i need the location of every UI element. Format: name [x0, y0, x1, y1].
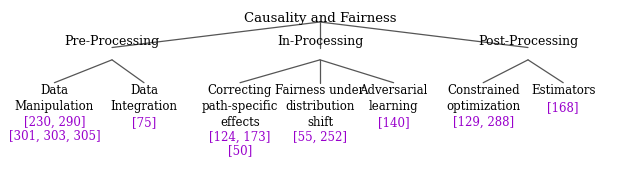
Text: [55, 252]: [55, 252]	[293, 131, 347, 144]
Text: Data
Manipulation: Data Manipulation	[15, 84, 94, 114]
Text: In-Processing: In-Processing	[277, 34, 363, 48]
Text: [129, 288]: [129, 288]	[452, 116, 514, 129]
Text: Constrained
optimization: Constrained optimization	[446, 84, 520, 114]
Text: [50]: [50]	[228, 144, 252, 157]
Text: [301, 303, 305]: [301, 303, 305]	[8, 129, 100, 142]
Text: [168]: [168]	[547, 101, 579, 114]
Text: Adversarial
learning: Adversarial learning	[360, 84, 428, 114]
Text: [124, 173]: [124, 173]	[209, 131, 271, 144]
Text: [75]: [75]	[132, 116, 156, 129]
Text: Estimators: Estimators	[531, 84, 595, 98]
Text: Pre-Processing: Pre-Processing	[65, 34, 159, 48]
Text: [230, 290]: [230, 290]	[24, 116, 85, 129]
Text: Data
Integration: Data Integration	[111, 84, 177, 114]
Text: Post-Processing: Post-Processing	[478, 34, 578, 48]
Text: Causality and Fairness: Causality and Fairness	[244, 12, 396, 25]
Text: Correcting
path-specific
effects: Correcting path-specific effects	[202, 84, 278, 130]
Text: Fairness under
distribution
shift: Fairness under distribution shift	[275, 84, 365, 130]
Text: [140]: [140]	[378, 116, 410, 129]
